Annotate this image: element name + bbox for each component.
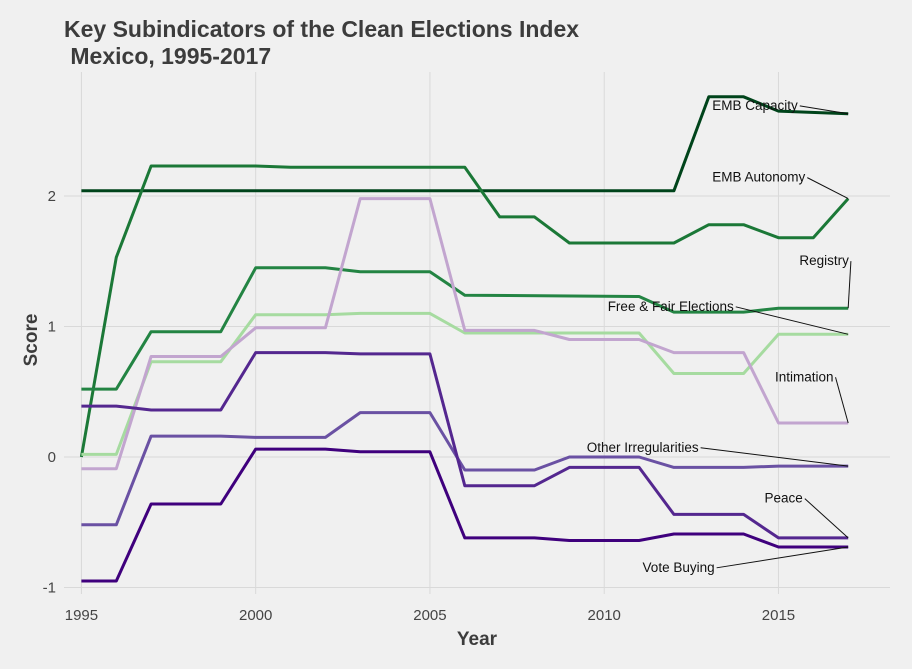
series-line-emb-capacity [81,95,849,193]
series-line-other-irregularities [81,411,849,527]
chart-subtitle: Mexico, 1995-2017 [64,43,271,69]
annotation-vote-buying: Vote Buying [643,560,715,575]
y-tick-label: 1 [48,318,56,335]
y-tick-label: 2 [48,188,56,205]
leader-line-other-irregularities [700,447,849,467]
leader-line-peace [804,498,849,539]
leader-line-emb-capacity [799,105,849,115]
series-line-intimation [81,197,849,471]
x-tick-label: 1995 [65,607,98,624]
annotation-other-irregularities: Other Irregularities [587,440,699,455]
annotations: EMB Capacity EMB Autonomy Registry Free & F… [587,98,852,575]
leader-line-free-fair-elections [735,306,849,335]
annotation-intimation: Intimation [775,369,834,384]
annotation-free-fair-elections: Free & Fair Elections [608,299,734,314]
x-axis-title: Year [457,629,498,650]
y-tick-label: -1 [43,579,56,596]
y-axis-title: Score [21,314,42,367]
series-line-peace [81,351,849,540]
leader-line-intimation [835,377,849,424]
x-tick-label: 2005 [413,607,446,624]
leader-line-vote-buying [716,546,849,569]
series-line-free-fair-elections [81,311,849,456]
x-tick-label: 2010 [588,607,621,624]
x-tick-label: 2000 [239,607,272,624]
y-tick-label: 0 [48,449,56,466]
annotation-registry: Registry [799,253,849,268]
tick-labels: 1995 2000 2005 2010 2015 -1 0 1 2 [43,188,796,624]
chart-title: Key Subindicators of the Clean Elections… [64,16,579,42]
annotation-emb-capacity: EMB Capacity [712,98,798,113]
series-lines [79,95,850,583]
annotation-peace: Peace [765,491,803,506]
grid [64,72,890,594]
annotation-emb-autonomy: EMB Autonomy [712,170,805,185]
x-tick-label: 2015 [762,607,795,624]
series-line-registry [81,266,849,391]
leader-line-emb-autonomy [807,177,849,200]
series-line-emb-autonomy [79,164,850,458]
series-line-vote-buying [81,447,849,583]
leader-line-registry [847,261,852,309]
